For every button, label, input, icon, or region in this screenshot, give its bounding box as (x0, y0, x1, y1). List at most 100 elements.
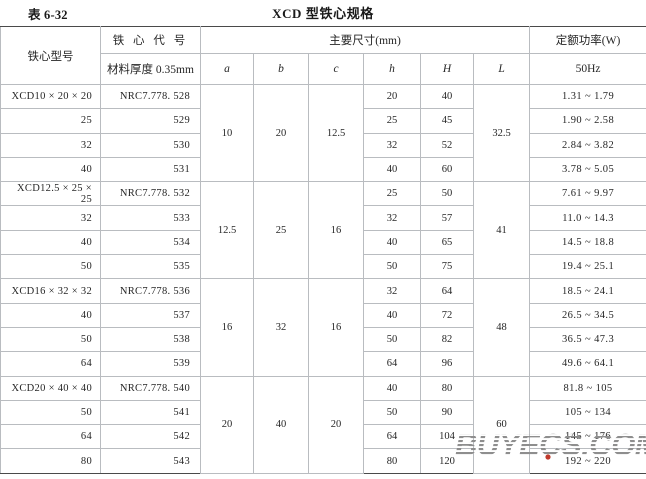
header-power-sub: 50Hz (529, 53, 646, 85)
cell-dim-H: 60 (420, 156, 474, 183)
cell-power: 18.5 ~ 24.1 (529, 278, 646, 304)
cell-dim-H: 52 (420, 132, 474, 158)
cell-dim-H: 90 (420, 399, 474, 426)
cell-dim-H: 57 (420, 205, 474, 231)
table-row: 50 541 50 90 105 ~ 134 (0, 399, 646, 426)
header-dim-c: c (308, 53, 364, 85)
cell-dim-H: 80 (420, 375, 474, 401)
table-row: 64 539 64 96 49.6 ~ 64.1 (0, 351, 646, 377)
table-body: XCD10 × 20 × 20 NRC7.778. 528 10 20 12.5… (0, 83, 646, 474)
cell-dim-h: 50 (363, 326, 421, 353)
cell-power: 36.5 ~ 47.3 (529, 326, 646, 353)
cell-dim-H: 72 (420, 302, 474, 328)
cell-power: 145 ~ 176 (529, 424, 646, 450)
cell-model: 50 (0, 399, 101, 426)
header-model: 铁心型号 (0, 26, 101, 85)
cell-code: 535 (100, 254, 201, 280)
cell-code: NRC7.778. 536 (100, 278, 201, 304)
cell-dim-H: 104 (420, 424, 474, 450)
cell-model: XCD12.5 × 25 × 25 (0, 181, 101, 207)
table-head: 铁心型号 铁 心 代 号 主要尺寸(mm) 定额功率(W) 材料厚度 0.35m… (0, 26, 646, 85)
table-row: 64 542 64 104 145 ~ 176 (0, 424, 646, 450)
cell-dim-h: 80 (363, 448, 421, 474)
cell-model: 50 (0, 326, 101, 353)
header-dims-group: 主要尺寸(mm) (199, 26, 531, 54)
cell-code: 534 (100, 229, 201, 256)
header-dim-a: a (200, 53, 254, 85)
cell-dim-h: 50 (363, 399, 421, 426)
cell-dim-a: 10 (200, 83, 254, 183)
cell-dim-c: 16 (308, 278, 364, 377)
header-dim-b: b (253, 53, 309, 85)
cell-dim-H: 96 (420, 351, 474, 377)
table-row: XCD12.5 × 25 × 25 NRC7.778. 532 12.5 25 … (0, 181, 646, 280)
cell-dim-c: 12.5 (308, 83, 364, 183)
cell-model: 40 (0, 302, 101, 328)
cell-code: 539 (100, 351, 201, 377)
header-dim-H-upper: H (420, 53, 474, 85)
table-row: XCD10 × 20 × 20 NRC7.778. 528 10 20 12.5… (0, 83, 646, 183)
cell-model: 64 (0, 351, 101, 377)
cell-dim-h: 50 (363, 254, 421, 280)
cell-code: 533 (100, 205, 201, 231)
cell-dim-b: 20 (253, 83, 309, 183)
cell-dim-H: 64 (420, 278, 474, 304)
cell-dim-L: 48 (472, 278, 531, 377)
cell-dim-b: 32 (253, 278, 309, 377)
cell-power: 3.78 ~ 5.05 (529, 156, 646, 183)
table-caption: 表 6-32 XCD 型铁心规格 (0, 0, 646, 26)
cell-dim-L: 32.5 (472, 83, 531, 183)
cell-dim-b: 25 (253, 181, 309, 280)
cell-power: 81.8 ~ 105 (529, 375, 646, 401)
cell-dim-H: 40 (420, 83, 474, 110)
header-code-sub: 材料厚度 0.35mm (100, 53, 201, 85)
table-row: 50 535 50 75 19.4 ~ 25.1 (0, 254, 646, 280)
cell-code: 530 (100, 132, 201, 158)
cell-dim-h: 40 (363, 302, 421, 328)
cell-dim-h: 64 (363, 424, 421, 450)
cell-dim-h: 25 (363, 108, 421, 134)
cell-dim-h: 25 (363, 181, 421, 207)
cell-code: NRC7.778. 540 (100, 375, 201, 401)
cell-dim-h: 64 (363, 351, 421, 377)
cell-model: 25 (0, 108, 101, 134)
cell-model: XCD20 × 40 × 40 (0, 375, 101, 401)
cell-dim-h: 40 (363, 229, 421, 256)
cell-model: 40 (0, 156, 101, 183)
cell-model: XCD10 × 20 × 20 (0, 83, 101, 110)
table-row: XCD16 × 32 × 32 NRC7.778. 536 16 32 16 3… (0, 278, 646, 377)
header-dim-h: h (363, 53, 421, 85)
cell-dim-h: 40 (363, 375, 421, 401)
table-row: 40 534 40 65 14.5 ~ 18.8 (0, 229, 646, 256)
cell-power: 105 ~ 134 (529, 399, 646, 426)
cell-power: 192 ~ 220 (529, 448, 646, 474)
cell-model: 40 (0, 229, 101, 256)
cell-model: 80 (0, 448, 101, 474)
cell-code: 531 (100, 156, 201, 183)
cell-model: 50 (0, 254, 101, 280)
cell-model: 32 (0, 205, 101, 231)
cell-dim-h: 20 (363, 83, 421, 110)
cell-dim-h: 32 (363, 278, 421, 304)
cell-code: 529 (100, 108, 201, 134)
cell-power: 1.31 ~ 1.79 (529, 83, 646, 110)
cell-power: 19.4 ~ 25.1 (529, 254, 646, 280)
cell-dim-H: 45 (420, 108, 474, 134)
table-row: 80 543 80 120 192 ~ 220 (0, 448, 646, 474)
cell-dim-h: 40 (363, 156, 421, 183)
cell-code: NRC7.778. 532 (100, 181, 201, 207)
cell-dim-L: 41 (472, 181, 531, 280)
cell-code: 538 (100, 326, 201, 353)
cell-dim-a: 16 (200, 278, 254, 377)
header-code-group: 铁 心 代 号 (100, 26, 201, 54)
cell-model: 32 (0, 132, 101, 158)
cell-model: 64 (0, 424, 101, 450)
cell-dim-L: 60 (472, 375, 531, 474)
cell-dim-h: 32 (363, 205, 421, 231)
cell-power: 1.90 ~ 2.58 (529, 108, 646, 134)
cell-dim-H: 65 (420, 229, 474, 256)
cell-dim-c: 16 (308, 181, 364, 280)
cell-dim-H: 75 (420, 254, 474, 280)
cell-code: NRC7.778. 528 (100, 83, 201, 110)
page-title: XCD 型铁心规格 (272, 6, 374, 21)
